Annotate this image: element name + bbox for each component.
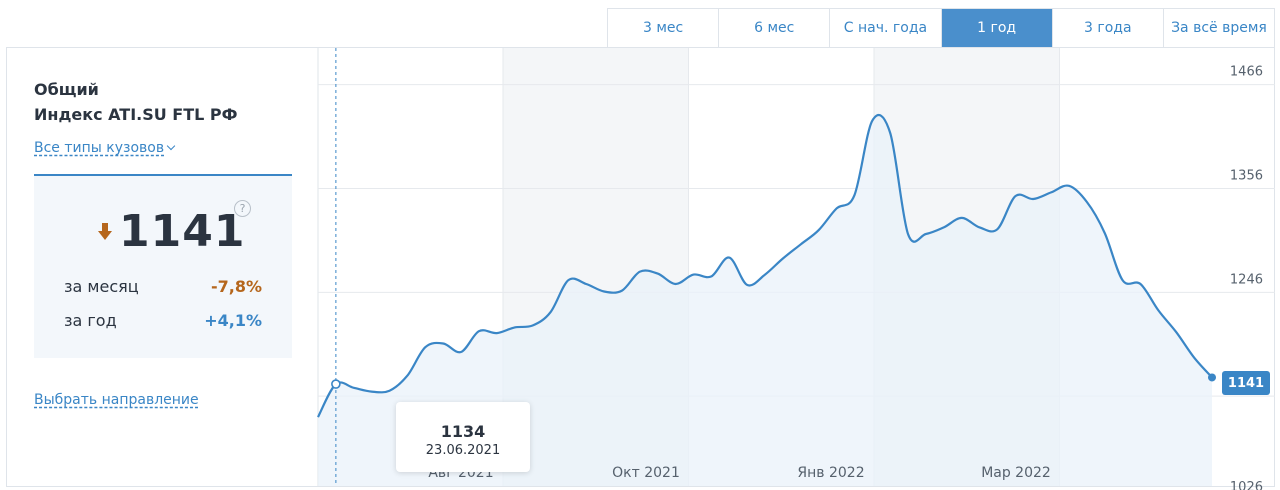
- y-tick-label: 1356: [1230, 168, 1263, 183]
- y-tick-label: 1246: [1230, 272, 1263, 287]
- chart-frame: [6, 47, 1275, 487]
- y-tick-label: 1026: [1230, 480, 1263, 490]
- tab-3-months[interactable]: 3 мес: [608, 9, 720, 47]
- tooltip-value: 1134: [440, 422, 486, 441]
- x-tick-label: Окт 2021: [612, 465, 680, 481]
- last-value-badge: 1141: [1222, 371, 1270, 395]
- tab-1-year[interactable]: 1 год: [941, 9, 1053, 47]
- tab-3-years[interactable]: 3 года: [1053, 9, 1164, 47]
- month-change-value: -7,8%: [210, 277, 262, 296]
- area-fill: [318, 115, 1212, 487]
- index-value: 1141: [119, 206, 246, 257]
- last-point: [1208, 373, 1216, 382]
- tab-year-to-date[interactable]: С нач. года: [830, 9, 942, 47]
- month-change-row: за месяц -7,8%: [64, 277, 262, 296]
- chevron-down-icon: [166, 141, 176, 151]
- x-tick-label: Мар 2022: [981, 465, 1051, 481]
- tab-6-months[interactable]: 6 мес: [719, 9, 831, 47]
- index-panel: Общий Индекс ATI.SU FTL РФ Все типы кузо…: [34, 0, 292, 490]
- choose-direction-link[interactable]: Выбрать направление: [34, 392, 199, 408]
- body-type-label: Все типы кузовов: [34, 140, 165, 156]
- index-card: 1141 ? за месяц -7,8% за год +4,1%: [34, 174, 292, 358]
- chart-tooltip: 1134 23.06.2021: [396, 402, 530, 472]
- period-tabs: 3 мес 6 мес С нач. года 1 год 3 года За …: [607, 8, 1275, 47]
- hover-point[interactable]: [331, 379, 341, 389]
- tab-all-time[interactable]: За всё время: [1171, 20, 1267, 36]
- help-icon[interactable]: ?: [234, 200, 251, 217]
- month-label: за месяц: [64, 277, 139, 296]
- series-line: [317, 113, 1213, 418]
- index-title: Индекс ATI.SU FTL РФ: [34, 105, 238, 124]
- arrow-down-icon: [98, 223, 112, 240]
- year-change-value: +4,1%: [204, 311, 262, 330]
- y-axis-labels: 10261136124613561466: [1230, 65, 1263, 490]
- index-category: Общий: [34, 80, 99, 99]
- x-tick-label: Янв 2022: [797, 465, 864, 481]
- year-change-row: за год +4,1%: [64, 311, 262, 330]
- body-type-dropdown[interactable]: Все типы кузовов: [34, 140, 176, 156]
- y-tick-label: 1466: [1230, 65, 1263, 80]
- year-label: за год: [64, 311, 117, 330]
- tooltip-date: 23.06.2021: [425, 443, 501, 458]
